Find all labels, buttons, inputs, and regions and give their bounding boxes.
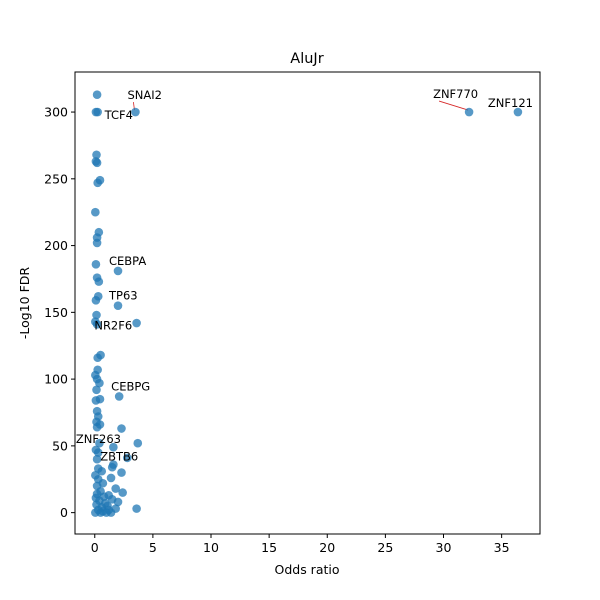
annotation-label: TP63	[108, 289, 138, 303]
data-point	[109, 442, 118, 452]
y-tick-label: 100	[44, 372, 68, 387]
data-point	[93, 178, 102, 188]
data-point	[95, 378, 104, 388]
x-tick-label: 15	[261, 540, 277, 555]
chart-title: AluJr	[290, 51, 323, 67]
annotation-label: ZNF770	[433, 87, 478, 101]
data-point	[93, 107, 102, 117]
data-point	[92, 320, 102, 329]
data-point	[464, 107, 474, 117]
data-point	[91, 207, 100, 217]
data-points	[91, 90, 523, 517]
data-point	[114, 392, 124, 401]
x-tick-label: 25	[377, 540, 393, 555]
data-point	[92, 150, 101, 160]
x-tick-label: 0	[91, 540, 99, 555]
data-point	[123, 453, 132, 463]
data-point	[113, 266, 123, 276]
data-point	[106, 508, 116, 517]
annotation-label: SNAI2	[127, 88, 161, 102]
y-tick-label: 200	[44, 238, 68, 253]
data-point	[513, 107, 523, 117]
data-point	[92, 310, 101, 320]
annotation-label: TCF4	[104, 108, 133, 122]
data-point	[91, 259, 101, 269]
data-point	[92, 385, 101, 395]
annotation-label: ZBTB6	[100, 450, 138, 464]
data-point	[106, 473, 116, 483]
data-point	[132, 504, 141, 513]
x-tick-label: 30	[436, 540, 452, 555]
data-point	[94, 277, 104, 286]
data-point	[92, 422, 102, 432]
data-point	[113, 497, 123, 507]
y-axis-label: -Log10 FDR	[17, 267, 32, 340]
annotation-label: CEBPG	[111, 379, 150, 393]
x-tick-label: 20	[319, 540, 335, 555]
data-point	[132, 318, 141, 328]
y-axis-ticks: 0 50 100 150 200 250 300	[44, 105, 75, 520]
data-point	[92, 454, 102, 464]
x-tick-label: 35	[494, 540, 510, 555]
data-point	[91, 296, 101, 305]
annotation-label: NR2F6	[94, 319, 132, 333]
annotation-label: CEBPA	[109, 254, 146, 268]
y-tick-label: 250	[44, 171, 68, 186]
data-point	[91, 396, 101, 405]
x-axis-label: Odds ratio	[274, 562, 339, 577]
plot-frame	[74, 71, 541, 535]
data-point	[117, 424, 126, 433]
data-point	[118, 488, 127, 497]
annotations: SNAI2 TCF4 ZNF770 ZNF121 CEBPA TP63 NR2F6 CEBPG…	[76, 87, 533, 463]
y-tick-label: 50	[52, 438, 68, 453]
annotation-leader	[438, 100, 469, 111]
annotation-label: ZNF121	[488, 96, 533, 110]
x-axis-ticks: 0 5 10 15 20 25 30 35	[91, 534, 510, 555]
data-point	[117, 468, 126, 477]
data-point	[113, 301, 123, 310]
data-point	[107, 462, 117, 472]
y-tick-label: 0	[60, 505, 68, 520]
data-point	[131, 107, 140, 117]
data-point	[93, 353, 102, 363]
x-tick-label: 5	[149, 540, 157, 555]
data-point	[92, 238, 102, 248]
y-tick-label: 150	[44, 305, 68, 320]
data-point	[95, 438, 104, 448]
data-point	[133, 438, 143, 448]
x-tick-label: 10	[203, 540, 219, 555]
y-tick-label: 300	[44, 105, 68, 120]
annotation-label: ZNF263	[76, 432, 121, 446]
data-point	[92, 90, 102, 99]
data-point	[111, 484, 120, 493]
data-point	[92, 158, 102, 168]
data-point	[97, 466, 107, 476]
data-point	[93, 448, 103, 457]
